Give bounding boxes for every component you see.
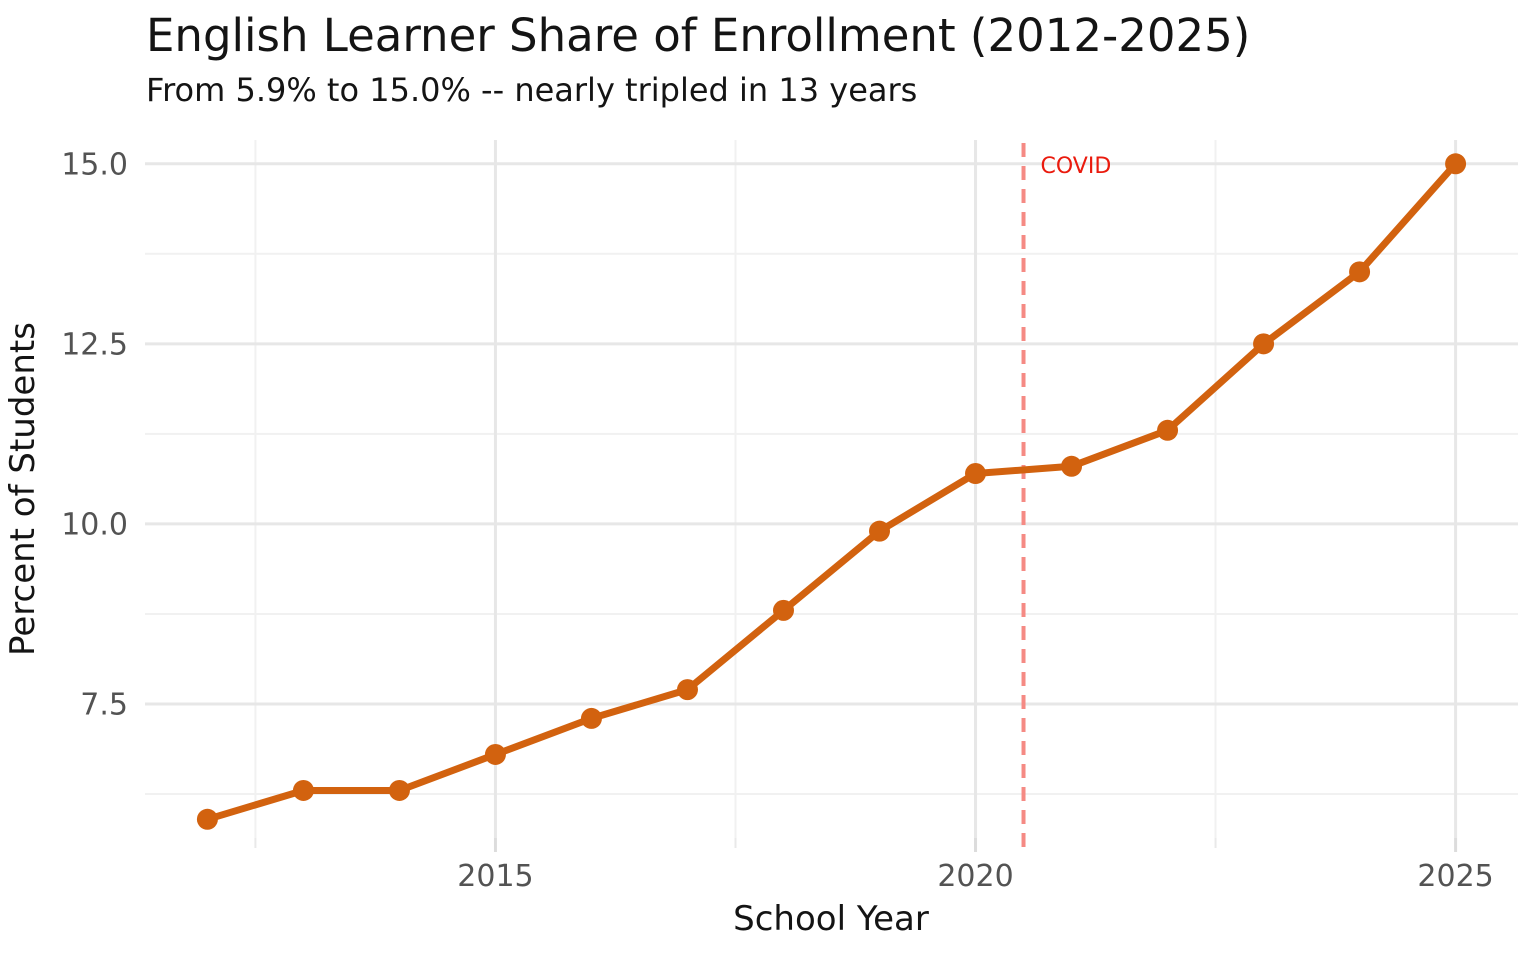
data-point xyxy=(580,707,602,729)
data-point xyxy=(1253,333,1275,355)
plot-layer: 7.5 10.0 12.5 15.0 2015 2020 2025 xyxy=(61,140,1518,894)
data-point xyxy=(484,743,506,765)
chart-title: English Learner Share of Enrollment (201… xyxy=(146,9,1250,62)
x-tick-label: 2025 xyxy=(1417,859,1493,894)
data-point xyxy=(772,599,794,621)
data-line xyxy=(203,160,1460,823)
chart-subtitle: From 5.9% to 15.0% -- nearly tripled in … xyxy=(146,71,917,109)
x-axis-title: School Year xyxy=(733,899,929,939)
data-point xyxy=(869,520,891,542)
data-point xyxy=(1061,455,1083,477)
y-tick-label: 7.5 xyxy=(80,688,128,723)
data-point xyxy=(676,679,698,701)
y-tick-label: 15.0 xyxy=(61,147,128,182)
y-tick-label: 10.0 xyxy=(61,507,128,542)
data-point xyxy=(1349,261,1371,283)
data-point xyxy=(965,463,987,485)
y-axis-title: Percent of Students xyxy=(3,322,43,656)
data-point xyxy=(1445,153,1467,175)
x-tick-label: 2015 xyxy=(457,859,533,894)
covid-annotation-label: COVID xyxy=(1041,154,1112,179)
data-point xyxy=(388,779,410,801)
data-point xyxy=(1157,419,1179,441)
x-tick-label: 2020 xyxy=(937,859,1013,894)
y-tick-label: 12.5 xyxy=(61,327,128,362)
data-point xyxy=(292,779,314,801)
data-point xyxy=(196,808,218,830)
